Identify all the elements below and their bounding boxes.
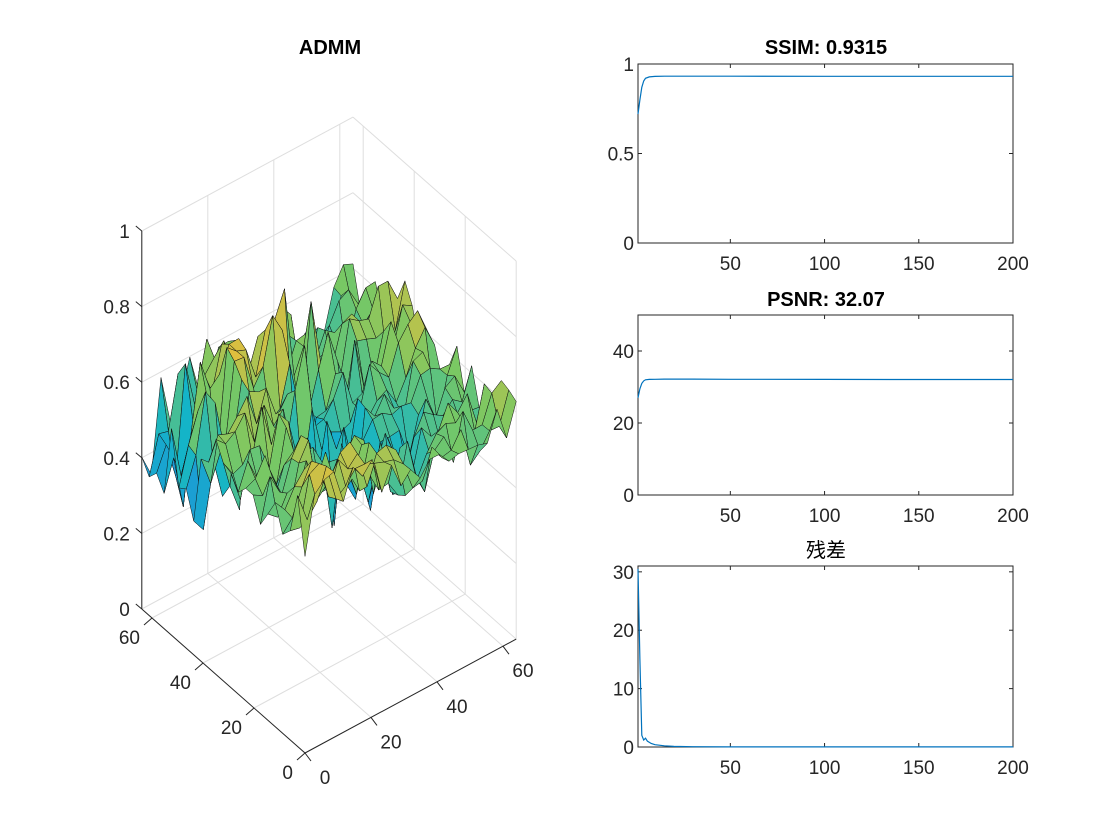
surface-subplot: ADMM 0 0.2 0.4 0.6 0.8 1 0 20 40 60 0 20 40 60 [103, 37, 533, 789]
wall-gridline [352, 494, 517, 640]
wall-gridline [141, 494, 354, 610]
y-tick-label: 40 [170, 673, 191, 694]
z-tick-label: 0.8 [103, 298, 129, 319]
psnr-title: PSNR: 32.07 [767, 289, 885, 311]
x-tick-label: 50 [720, 254, 741, 275]
z-tick-mark [135, 603, 143, 610]
floor-gridline [253, 593, 466, 709]
z-tick-label: 0.4 [103, 449, 130, 470]
wall-gridline [352, 116, 517, 262]
series-line [637, 568, 1013, 748]
x-tick-label: 100 [809, 506, 841, 527]
x-tick-label: 0 [320, 768, 331, 789]
z-tick-label: 1 [119, 222, 130, 243]
x-tick-label: 200 [997, 506, 1029, 527]
z-tick-mark [135, 301, 143, 307]
y-tick-label: 60 [119, 628, 140, 649]
x-tick-label: 200 [997, 758, 1029, 779]
z-tick-label: 0.6 [103, 373, 129, 394]
x-tick-mark [436, 681, 444, 691]
x-tick-mark [304, 752, 312, 762]
y-tick-label: 20 [221, 718, 242, 739]
y-axis-line [141, 608, 306, 754]
x-tick-label: 100 [809, 758, 841, 779]
wall-gridline [141, 116, 354, 232]
x-tick-label: 150 [903, 254, 935, 275]
x-tick-label: 200 [997, 254, 1029, 275]
y-tick-label: 1 [623, 55, 634, 76]
wall-gridline [141, 192, 354, 308]
y-tick-label: 0 [282, 763, 293, 784]
x-tick-label: 20 [380, 732, 401, 753]
series-line [637, 75, 1013, 115]
series-line [637, 378, 1013, 398]
residual-title: 残差 [806, 538, 846, 562]
y-tick-mark [296, 752, 306, 761]
x-tick-label: 50 [720, 506, 741, 527]
x-tick-label: 150 [903, 758, 935, 779]
z-tick-mark [135, 225, 143, 232]
ssim-title: SSIM: 0.9315 [765, 37, 887, 59]
wall-gridline [352, 192, 517, 338]
surface-title: ADMM [299, 37, 361, 59]
floor-gridline [339, 501, 504, 647]
ssim-subplot: SSIM: 0.9315 50 100 150 200 0 0.5 1 [608, 37, 1029, 275]
floor-gridline [202, 548, 415, 664]
y-tick-mark [245, 707, 255, 716]
x-axis-line [304, 638, 517, 754]
x-tick-label: 150 [903, 506, 935, 527]
z-tick-label: 0 [119, 600, 130, 621]
y-tick-label: 20 [613, 621, 634, 642]
y-tick-label: 0 [623, 486, 634, 507]
z-tick-label: 0.2 [103, 524, 129, 545]
z-tick-mark [135, 376, 143, 383]
z-tick-mark [135, 528, 143, 534]
y-tick-label: 10 [613, 680, 634, 701]
y-tick-mark [143, 617, 153, 626]
y-tick-label: 20 [613, 414, 634, 435]
y-tick-label: 40 [613, 342, 634, 363]
floor-gridline [207, 573, 372, 718]
y-tick-label: 0.5 [608, 145, 634, 166]
surface-axes [141, 231, 517, 754]
surface-patch [297, 494, 315, 557]
x-tick-label: 40 [446, 697, 467, 718]
x-tick-label: 50 [720, 758, 741, 779]
surface-tick-labels: 0 0.2 0.4 0.6 0.8 1 0 20 40 60 0 20 40 60 [103, 222, 533, 789]
y-tick-label: 0 [623, 234, 634, 255]
z-tick-mark [135, 452, 143, 459]
residual-subplot: 残差 50 100 150 200 0 10 20 30 [613, 538, 1029, 779]
y-tick-label: 0 [623, 738, 634, 759]
floor-gridline [273, 537, 438, 683]
y-tick-mark [194, 662, 204, 671]
x-tick-mark [502, 645, 510, 655]
y-tick-label: 30 [613, 563, 634, 584]
psnr-subplot: PSNR: 32.07 50 100 150 200 0 20 40 [613, 289, 1029, 527]
plot-box [637, 314, 1014, 496]
floor-gridline [151, 503, 364, 619]
x-tick-label: 60 [512, 661, 533, 682]
surface-mesh [141, 263, 517, 557]
x-tick-mark [370, 717, 378, 726]
x-tick-label: 100 [809, 254, 841, 275]
wall-gridline [141, 267, 354, 383]
